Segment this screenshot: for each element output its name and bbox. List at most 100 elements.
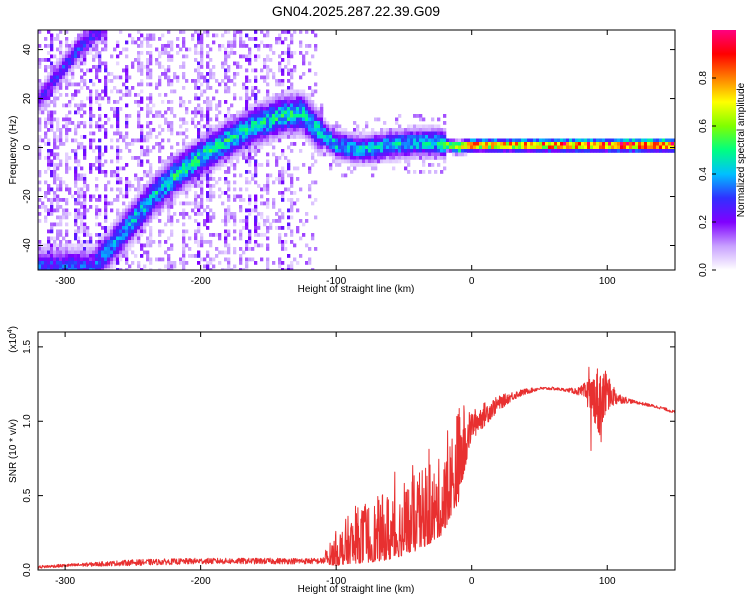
heatmap-cell-1516	[164, 180, 168, 185]
heatmap-cell-1791	[191, 152, 195, 157]
heatmap-cell-2378	[242, 82, 246, 87]
heatmap-cell-2628	[263, 138, 267, 143]
heatmap-cell-3338	[368, 163, 372, 167]
heatmap-cell-2846	[284, 114, 288, 118]
heatmap-cell-2180	[224, 135, 228, 139]
heatmap-cell-1906	[200, 93, 204, 97]
heatmap-cell-95	[44, 250, 48, 255]
heatmap-cell-2027	[209, 117, 213, 122]
heatmap-cell-1166	[134, 177, 138, 181]
heatmap-cell-825	[101, 61, 105, 66]
heatmap-cell-1029	[119, 222, 123, 227]
heatmap-cell-1549	[167, 170, 171, 174]
heatmap-cell-1321	[146, 170, 150, 174]
heatmap-cell-3888	[641, 138, 645, 143]
heatmap-cell-3432	[395, 142, 399, 146]
heatmap-cell-724	[92, 149, 96, 153]
heatmap-cell-66	[44, 65, 48, 69]
heatmap-cell-801	[98, 163, 102, 167]
heatmap-cell-3126	[314, 159, 318, 164]
heatmap-cell-1049	[122, 201, 126, 206]
heatmap-cell-3448	[398, 156, 402, 160]
heatmap-cell-121	[47, 138, 51, 143]
heatmap-cell-1853	[197, 72, 201, 76]
heatmap-cell-2283	[233, 51, 237, 55]
heatmap-cell-1903	[200, 75, 204, 80]
heatmap-cell-1106	[125, 257, 129, 262]
heatmap-cell-544	[77, 240, 81, 244]
heatmap-cell-2354	[239, 135, 243, 139]
heatmap-cell-1472	[161, 33, 165, 38]
heatmap-cell-2486	[251, 86, 255, 90]
heatmap-cell-653	[86, 86, 90, 90]
heatmap-cell-3864	[623, 138, 627, 143]
heatmap-cell-76	[44, 103, 48, 108]
heatmap-cell-1859	[197, 107, 201, 111]
heatmap-cell-3016	[302, 96, 306, 101]
heatmap-cell-3904	[653, 138, 657, 143]
heatmap-cell-1024	[119, 187, 123, 192]
heatmap-cell-303	[59, 135, 63, 139]
heatmap-cell-3138	[317, 131, 321, 136]
heatmap-cell-1981	[206, 107, 210, 111]
heatmap-cell-959	[113, 247, 117, 251]
heatmap-cell-2580	[257, 233, 261, 237]
heatmap-cell-282	[56, 261, 60, 265]
heatmap-cell-3433	[395, 145, 399, 150]
heatmap-cell-1501	[164, 47, 168, 52]
heatmap-cell-3292	[356, 152, 360, 157]
heatmap-cell-516	[77, 54, 81, 59]
heatmap-cell-3121	[314, 135, 318, 139]
heatmap-cell-1725	[182, 250, 186, 255]
heatmap-cell-2920	[290, 128, 294, 132]
heatmap-cell-3305	[359, 163, 363, 167]
heatmap-cell-2072	[212, 152, 216, 157]
heatmap-cell-3455	[401, 145, 405, 150]
heatmap-cell-1064	[125, 40, 129, 45]
heatmap-cell-750	[95, 100, 99, 104]
heatmap-cell-731	[92, 257, 96, 262]
heatmap-cell-2825	[281, 194, 285, 199]
heatmap-cell-3184	[329, 135, 333, 139]
heatmap-cell-313	[59, 205, 63, 209]
heatmap-cell-2640	[266, 58, 270, 62]
heatmap-cell-2121	[218, 135, 222, 139]
spectrogram-y-tick-label-0: -40	[22, 238, 33, 253]
heatmap-cell-3416	[392, 131, 396, 136]
heatmap-cell-2138	[221, 33, 225, 38]
heatmap-cell-2877	[287, 110, 291, 115]
heatmap-cell-2316	[233, 247, 237, 251]
heatmap-cell-2095	[215, 128, 219, 132]
heatmap-cell-2184	[224, 149, 228, 153]
heatmap-cell-3204	[335, 124, 339, 129]
heatmap-cell-1218	[137, 222, 141, 227]
heatmap-cell-2207	[227, 40, 231, 45]
heatmap-cell-550	[77, 261, 81, 265]
heatmap-cell-3061	[308, 107, 312, 111]
heatmap-cell-2716	[272, 117, 276, 122]
heatmap-cell-2861	[287, 44, 291, 48]
heatmap-cell-1731	[185, 47, 189, 52]
heatmap-cell-3171	[326, 121, 330, 125]
heatmap-cell-2884	[287, 135, 291, 139]
heatmap-cell-986	[116, 166, 120, 171]
heatmap-cell-2306	[233, 180, 237, 185]
heatmap-cell-2749	[275, 156, 279, 160]
heatmap-cell-912	[110, 54, 114, 59]
heatmap-cell-307	[59, 163, 63, 167]
heatmap-cell-3768	[551, 138, 555, 143]
heatmap-cell-3224	[338, 152, 342, 157]
heatmap-cell-3063	[308, 114, 312, 118]
heatmap-cell-1897	[200, 51, 204, 55]
heatmap-cell-2090	[215, 103, 219, 108]
heatmap-cell-1282	[143, 198, 147, 202]
heatmap-cell-2119	[218, 128, 222, 132]
heatmap-cell-2126	[218, 152, 222, 157]
heatmap-cell-230	[53, 243, 57, 248]
heatmap-cell-932	[110, 243, 114, 248]
heatmap-cell-103	[47, 51, 51, 55]
heatmap-cell-592	[80, 250, 84, 255]
heatmap-cell-3210	[335, 145, 339, 150]
heatmap-cell-2325	[236, 117, 240, 122]
heatmap-cell-2069	[212, 142, 216, 146]
